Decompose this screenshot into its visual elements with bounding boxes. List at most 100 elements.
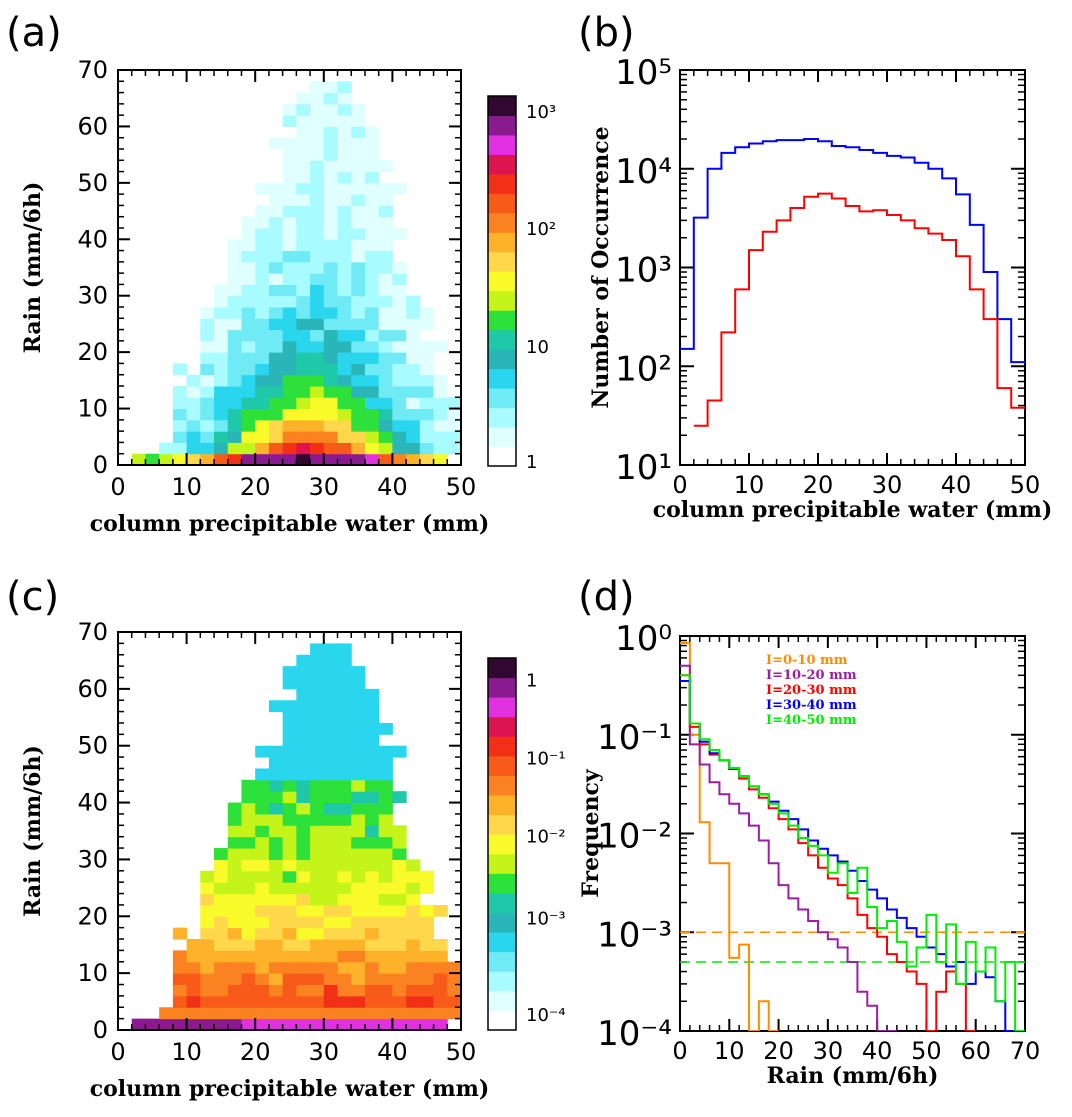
heatmap-cell [378,1018,393,1031]
colorbar-level [488,427,516,448]
heatmap-cell [419,442,435,455]
heatmap-cell [337,453,352,466]
heatmap-cell [255,791,270,804]
heatmap-cell [282,848,297,860]
heatmap-cell [351,284,366,297]
heatmap-cell [351,408,366,421]
heatmap-cell [351,239,366,252]
heatmap-cell [323,137,339,150]
heatmap-cell [351,734,366,747]
y-tick-label: 10⁴ [615,152,672,192]
heatmap-cell [351,791,366,804]
heatmap-cell [282,961,297,974]
heatmap-cell [351,352,366,364]
heatmap-cell [323,92,339,105]
heatmap-cell [241,261,256,274]
heatmap-cell [419,453,435,466]
heatmap-cell [296,802,311,815]
heatmap-cell [392,329,407,342]
heatmap-cell [337,882,352,895]
heatmap-cell [310,374,325,387]
heatmap-cell [255,1007,270,1020]
heatmap-cell [392,318,407,331]
heatmap-cell [214,408,229,421]
heatmap-panel-a: 0 10 20 30 40 50 0 10 20 30 40 50 60 70 column precipi… [20,56,556,537]
heatmap-cell [364,419,380,432]
heatmap-cell [392,950,407,963]
heatmap-cell [296,711,311,724]
heatmap-cell [268,700,284,713]
heatmap-cell [172,453,188,466]
heatmap-cell [378,453,393,466]
heatmap-cell [351,205,366,218]
heatmap-cell [241,984,256,997]
colorbar-level [488,134,516,155]
heatmap-cell [337,307,352,319]
heatmap-cell [351,115,366,127]
heatmap-cell [419,904,435,917]
heatmap-cell [392,1007,407,1020]
heatmap-cell [392,182,407,195]
heatmap-cell [296,677,311,690]
heatmap-cell [378,397,393,410]
heatmap-cell [364,939,380,951]
heatmap-cell [186,1007,201,1020]
heatmap-cell [241,295,256,308]
heatmap-cell [406,419,421,432]
heatmap-cell [433,939,448,951]
heatmap-cell [241,859,256,872]
heatmap-cell [351,273,366,285]
heatmap-cell [378,939,393,951]
heatmap-cell [227,408,242,421]
heatmap-cell [214,961,229,974]
heatmap-cell [227,442,242,455]
y-tick-label: 70 [77,618,108,646]
heatmap-cell [337,374,352,387]
heatmap-cell [296,182,311,195]
heatmap-cell [255,745,270,758]
heatmap-cell [268,995,284,1008]
heatmap-cell [268,757,284,769]
heatmap-cell [200,397,215,410]
heatmap-cell [268,802,284,815]
heatmap-cell [406,340,421,353]
heatmap-cell [268,374,284,387]
colorbar-level [488,310,516,331]
heatmap-cell [364,228,380,240]
heatmap-cell [296,654,311,667]
heatmap-cell [378,927,393,940]
heatmap-cell [296,239,311,252]
heatmap-cell [296,453,311,466]
heatmap-cell [419,352,435,364]
heatmap-cell [323,904,339,917]
colorbar-frame [487,657,517,1031]
heatmap-cell [282,194,297,206]
colorbar-level [488,814,516,835]
heatmap-cell [364,284,380,297]
heatmap-cell [214,307,229,319]
heatmap-cell [255,916,270,929]
heatmap-cell [364,194,380,206]
heatmap-cell [282,431,297,443]
heatmap-cell [337,825,352,838]
heatmap-cell [214,1018,229,1031]
heatmap-cell [337,160,352,173]
heatmap-cell [433,419,448,432]
heatmap-cell [406,984,421,997]
heatmap-cell [351,261,366,274]
heatmap-cell [268,870,284,883]
heatmap-cell [282,825,297,838]
heatmap-cell [392,882,407,895]
heatmap-cell [378,442,393,455]
heatmap-cell [364,329,380,342]
heatmap-cell [433,340,448,353]
legend-entry: I=40-50 mm [766,713,857,728]
heatmap-cell [282,453,297,466]
heatmap-cell [268,927,284,940]
heatmap-cell [323,81,339,94]
heatmap-cell [268,779,284,792]
heatmap-cell [433,397,448,410]
heatmap-cell [255,882,270,895]
heatmap-cell [364,904,380,917]
heatmap-cell [310,654,325,667]
